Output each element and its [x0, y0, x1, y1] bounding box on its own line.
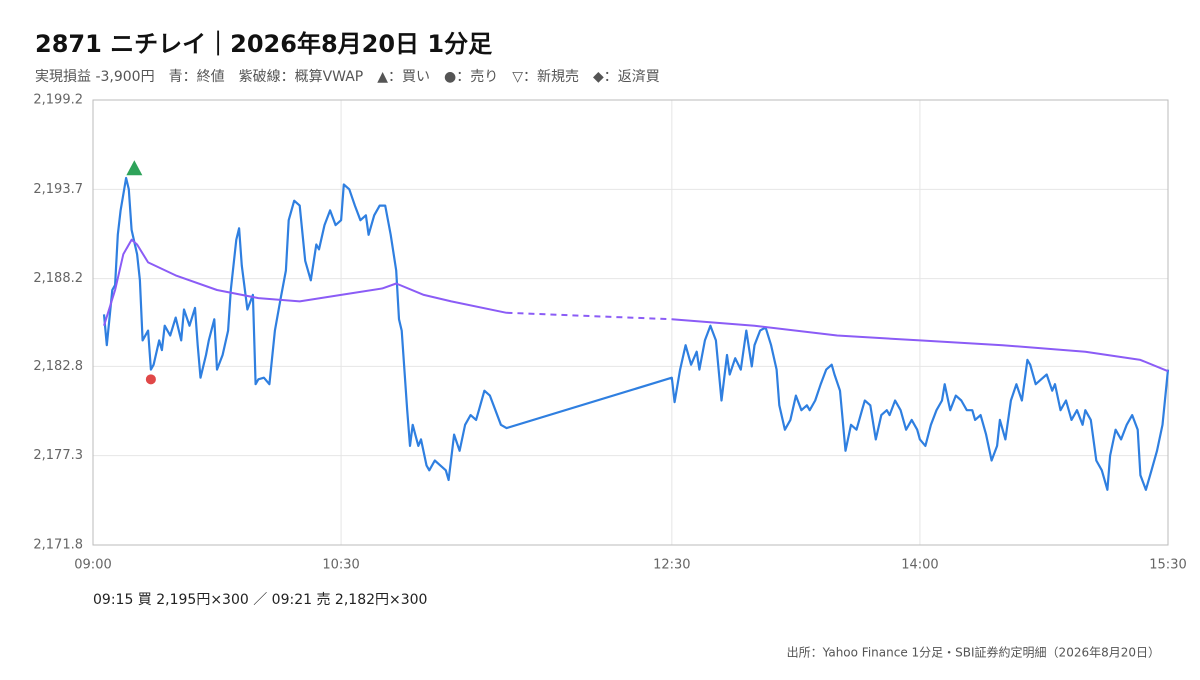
- y-tick-label: 2,182.8: [33, 359, 83, 374]
- plot-frame: [92, 99, 1169, 546]
- x-tick-label: 12:30: [653, 558, 690, 573]
- y-tick-label: 2,199.2: [33, 93, 83, 108]
- chart-subtitle: 実現損益 -3,900円 青：終値 紫破線：概算VWAP ▲：買い ●：売り ▽…: [35, 69, 660, 85]
- trade-note: 09:15 買 2,195円×300 ／ 09:21 売 2,182円×300: [93, 592, 427, 608]
- y-tick-label: 2,171.8: [33, 538, 83, 553]
- price-line: [103, 238, 1169, 373]
- x-tick-label: 14:00: [901, 558, 938, 573]
- source: 出所：Yahoo Finance 1分足・SBI証券約定明細（2026年8月20…: [787, 645, 1160, 660]
- sell-marker: [145, 374, 156, 385]
- y-tick-label: 2,188.2: [33, 271, 83, 286]
- buy-marker: [126, 160, 143, 176]
- x-tick-label: 10:30: [322, 558, 359, 573]
- gap-dash: [506, 311, 672, 321]
- price-line: [102, 176, 1170, 491]
- chart-title: 2871 ニチレイ｜2026年8月20日 1分足: [35, 30, 492, 58]
- y-tick-label: 2,193.7: [33, 182, 83, 197]
- x-tick-label: 09:00: [74, 558, 111, 573]
- y-tick-label: 2,177.3: [33, 448, 83, 463]
- x-tick-label: 15:30: [1149, 558, 1186, 573]
